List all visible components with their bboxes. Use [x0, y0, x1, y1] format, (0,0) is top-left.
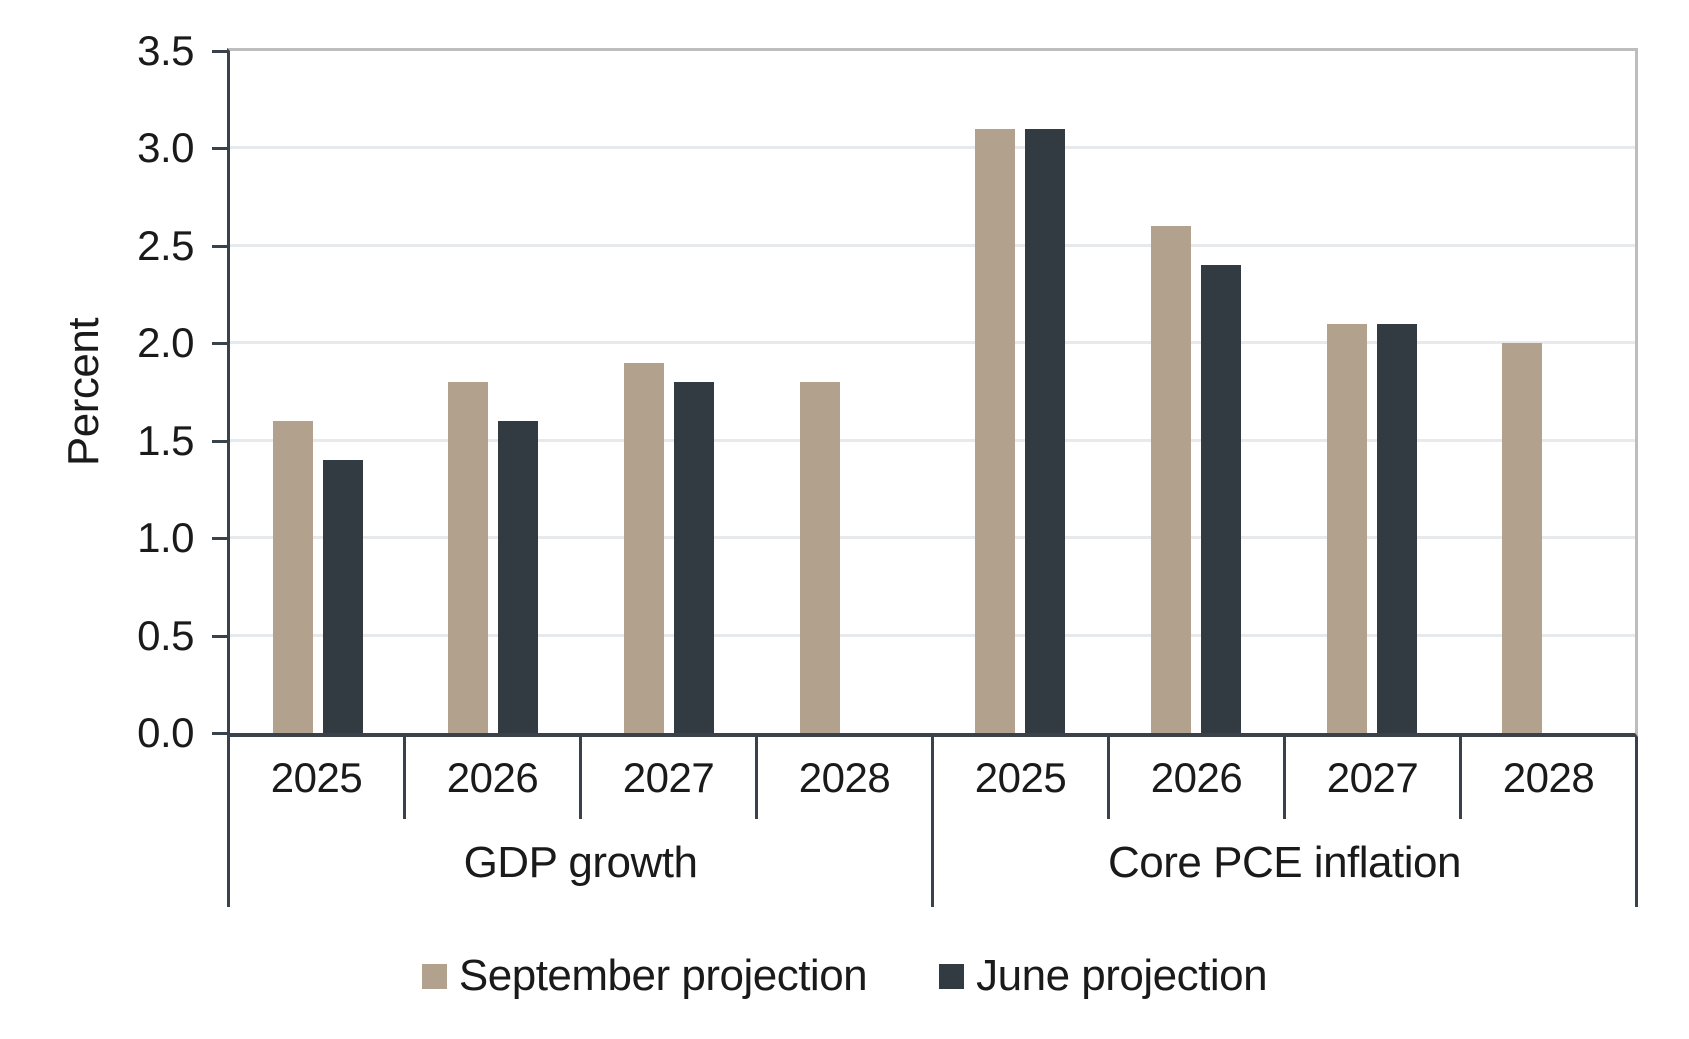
- bar-september-core-pce-inflation-2027: [1326, 323, 1367, 733]
- bar-september-gdp-growth-2026: [448, 382, 489, 733]
- y-axis-tick-label: 2.0: [137, 319, 194, 367]
- bar-june-gdp-growth-2025: [322, 460, 363, 733]
- y-axis-tick-label: 0.5: [137, 611, 194, 659]
- gridline: [230, 341, 1635, 345]
- gridline: [230, 243, 1635, 247]
- bar-cell-gdp-growth-2028: [757, 51, 933, 733]
- bar-september-gdp-growth-2025: [272, 421, 313, 733]
- year-label: 2028: [758, 737, 934, 819]
- bar-cell-core-pce-inflation-2025: [933, 51, 1109, 733]
- legend-item-june: June projection: [939, 951, 1268, 1001]
- y-axis-tick: [212, 342, 227, 346]
- bar-june-core-pce-inflation-2025: [1025, 128, 1066, 733]
- bar-june-gdp-growth-2027: [674, 382, 715, 733]
- y-axis-tick-label: 3.5: [137, 27, 194, 74]
- gridline: [230, 536, 1635, 540]
- year-label: 2025: [934, 737, 1110, 819]
- legend-label: September projection: [458, 951, 868, 1000]
- bar-september-gdp-growth-2027: [624, 362, 665, 733]
- bar-cell-core-pce-inflation-2027: [1284, 51, 1460, 733]
- bar-cell-core-pce-inflation-2028: [1459, 51, 1635, 733]
- gridline: [230, 633, 1635, 637]
- year-label: 2028: [1502, 754, 1595, 801]
- gridline: [230, 146, 1635, 150]
- year-label: 2026: [1110, 737, 1286, 819]
- x-axis-year-band: 2025 2026 2027 2028 2025 2026 2027 2028: [227, 737, 1638, 819]
- legend: September projection June projection: [0, 944, 1689, 1008]
- bar-september-core-pce-inflation-2025: [975, 128, 1016, 733]
- y-axis-tick: [212, 244, 227, 248]
- y-axis-tick-label: 1.5: [137, 416, 194, 464]
- legend-item-september: September projection: [421, 951, 868, 1001]
- bar-cell-gdp-growth-2027: [581, 51, 757, 733]
- bar-cell-gdp-growth-2025: [230, 51, 406, 733]
- y-axis-tick: [212, 732, 227, 735]
- year-label: 2025: [230, 737, 406, 819]
- legend-swatch: [939, 963, 965, 989]
- y-axis-tick: [212, 50, 227, 53]
- y-axis-tick-label: 2.5: [137, 221, 194, 269]
- bars-layer: [230, 51, 1635, 733]
- gridline: [230, 438, 1635, 442]
- y-axis-tick: [212, 634, 227, 638]
- y-axis-tick: [212, 439, 227, 443]
- bar-september-gdp-growth-2028: [799, 382, 840, 733]
- year-label: 2026: [406, 737, 582, 819]
- bar-cell-core-pce-inflation-2026: [1108, 51, 1284, 733]
- bar-june-core-pce-inflation-2027: [1376, 323, 1417, 733]
- year-label: 2027: [582, 737, 758, 819]
- bar-september-core-pce-inflation-2026: [1150, 226, 1191, 733]
- y-axis-tick: [212, 147, 227, 151]
- plot-area: 0.0 0.5 1.0 1.5 2.0 2.5 3.0 3.5: [137, 30, 1638, 754]
- bar-june-core-pce-inflation-2026: [1200, 265, 1241, 733]
- bar-june-gdp-growth-2026: [498, 421, 539, 733]
- group-label-gdp-growth: GDP growth: [230, 819, 934, 907]
- y-axis-tick-label: 3.0: [137, 124, 194, 172]
- x-axis-group-band: GDP growth Core PCE inflation: [227, 819, 1638, 907]
- y-axis-tick: [212, 537, 227, 541]
- y-axis-tick-label: 1.0: [137, 514, 194, 562]
- legend-swatch: [421, 963, 447, 989]
- y-axis-title: Percent: [59, 317, 108, 467]
- y-axis-tick-label: 0.0: [137, 709, 194, 756]
- year-label: 2027: [1286, 737, 1462, 819]
- group-label-core-pce-inflation: Core PCE inflation: [1108, 838, 1461, 887]
- bar-cell-gdp-growth-2026: [406, 51, 582, 733]
- legend-label: June projection: [976, 951, 1268, 1000]
- bar-september-core-pce-inflation-2028: [1502, 343, 1543, 733]
